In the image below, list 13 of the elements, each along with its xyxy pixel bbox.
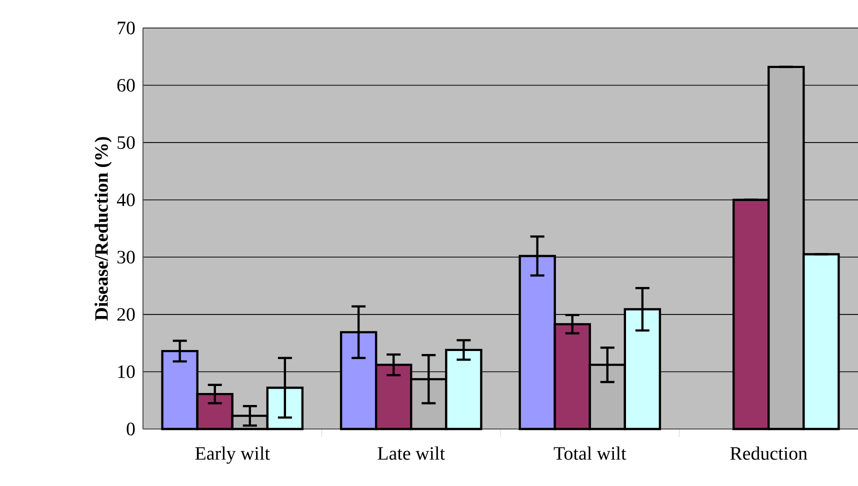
y-tick-label: 20 [117, 308, 135, 321]
y-tick-label: 10 [118, 365, 135, 378]
x-tick-label: Early wilt [195, 446, 270, 464]
y-tick-label: 0 [126, 422, 135, 436]
y-tick-label: 70 [118, 22, 135, 34]
y-tick-label: 60 [117, 78, 135, 92]
x-tick-label: Reduction [730, 446, 808, 460]
y-tick-label: 50 [118, 136, 135, 149]
y-tick-label: 40 [116, 193, 135, 206]
y-axis-title: Disease/Reduction (%) [94, 137, 112, 320]
x-tick-label: Late wilt [378, 446, 445, 460]
x-tick-label: Total wilt [554, 446, 626, 460]
y-tick-label: 30 [117, 250, 135, 264]
